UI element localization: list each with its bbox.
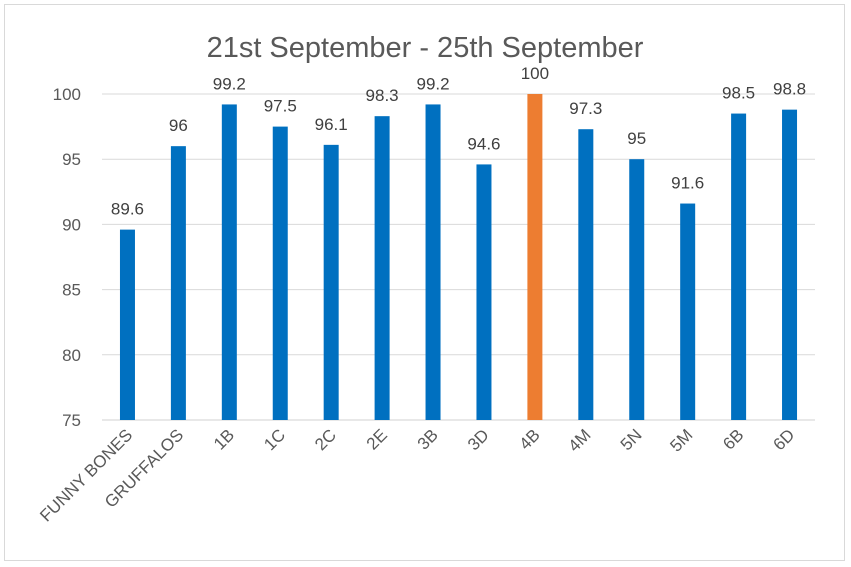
- y-tick-label: 80: [62, 346, 81, 365]
- x-tick-label: 3D: [464, 425, 493, 454]
- x-tick-label: 5N: [617, 425, 646, 454]
- x-tick-label: FUNNY BONES: [36, 425, 136, 525]
- y-axis-tick-labels: 75 80 85 90 95 100: [53, 85, 81, 430]
- chart-frame: 21st September - 25th September 75 80 85 90…: [4, 4, 845, 561]
- gridlines: [102, 93, 815, 421]
- x-tick-label: 4B: [516, 425, 544, 453]
- bar: [323, 144, 339, 420]
- bar: [221, 104, 237, 420]
- data-label: 100: [521, 64, 549, 83]
- x-tick-label: 4M: [565, 425, 595, 455]
- bar: [731, 113, 747, 420]
- data-label: 89.6: [111, 200, 144, 219]
- bar: [170, 146, 186, 420]
- data-label: 97.5: [264, 97, 297, 116]
- bar: [527, 94, 543, 420]
- x-tick-label: 2E: [363, 425, 391, 453]
- bar: [119, 229, 135, 420]
- bar: [629, 159, 645, 420]
- bar: [425, 104, 441, 420]
- x-tick-label: 5M: [666, 425, 696, 455]
- y-tick-label: 85: [62, 281, 81, 300]
- y-tick-label: 75: [62, 411, 81, 430]
- chart-title: 21st September - 25th September: [207, 32, 644, 64]
- data-label: 95: [627, 129, 646, 148]
- x-tick-label: 6D: [770, 425, 799, 454]
- data-label: 98.8: [773, 80, 806, 99]
- x-tick-label: 1B: [210, 425, 238, 453]
- data-label: 91.6: [671, 174, 704, 193]
- data-label: 96.1: [315, 115, 348, 134]
- bar: [272, 126, 288, 420]
- x-tick-label: 6B: [719, 425, 747, 453]
- bar: [476, 164, 492, 420]
- bar: [782, 109, 798, 420]
- data-labels: 89.6 96 99.2 97.5 96.1 98.3 99.2 94.6 100 97.3 95 9…: [111, 64, 806, 219]
- data-label: 97.3: [569, 99, 602, 118]
- y-tick-label: 100: [53, 85, 81, 104]
- data-label: 99.2: [213, 74, 246, 93]
- data-label: 96: [169, 116, 188, 135]
- y-tick-label: 95: [62, 150, 81, 169]
- x-tick-label: 1C: [260, 425, 289, 454]
- x-tick-label: 3B: [414, 425, 442, 453]
- data-label: 98.5: [722, 84, 755, 103]
- data-label: 99.2: [416, 74, 449, 93]
- data-label: 94.6: [467, 134, 500, 153]
- bar: [680, 203, 696, 420]
- x-tick-label: 2C: [311, 425, 340, 454]
- data-label: 98.3: [366, 86, 399, 105]
- bar: [578, 129, 594, 420]
- y-tick-label: 90: [62, 215, 81, 234]
- bar-chart: 21st September - 25th September 75 80 85 90…: [36, 32, 815, 525]
- bar: [374, 116, 390, 420]
- bars: [119, 94, 798, 420]
